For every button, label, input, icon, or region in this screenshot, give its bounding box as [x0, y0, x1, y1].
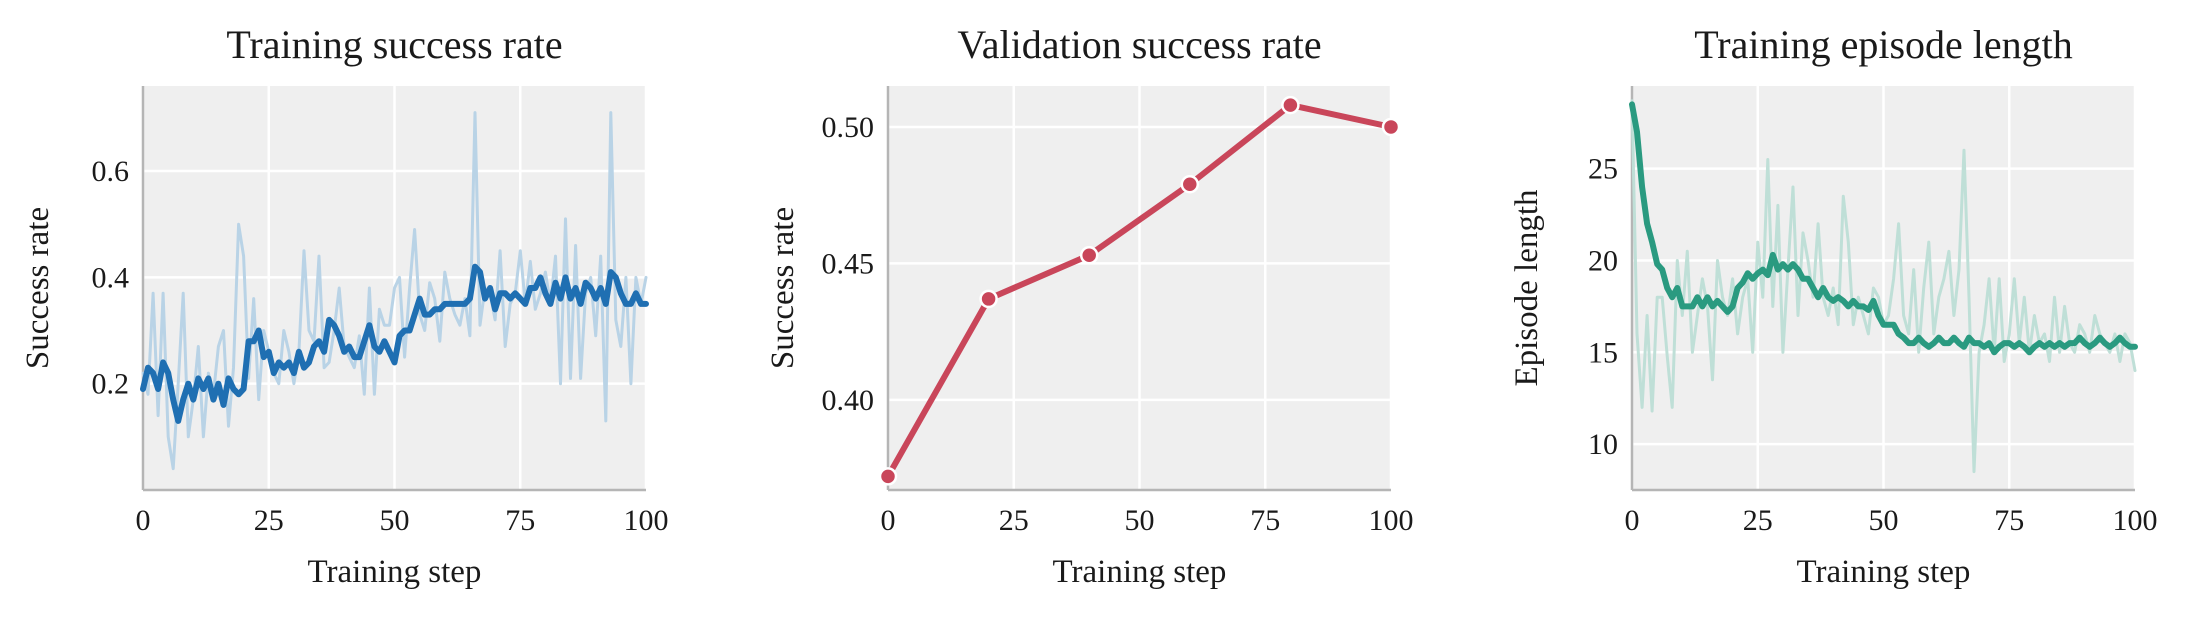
- y-tick-label: 0.6: [92, 155, 130, 188]
- x-axis-label: Training step: [1053, 554, 1227, 590]
- y-tick-label: 0.4: [92, 261, 130, 294]
- y-axis-label: Episode length: [1509, 189, 1545, 387]
- x-tick-label: 75: [1250, 504, 1280, 537]
- y-tick-label: 20: [1588, 244, 1618, 277]
- y-axis-label: Success rate: [765, 207, 801, 369]
- data-point: [979, 289, 998, 309]
- y-tick-label: 0.2: [92, 368, 130, 401]
- chart-panel-3: 0 25 50 75 100 10 15 20 25 Training episode lengt…: [1509, 22, 2158, 590]
- series-line: [885, 102, 1394, 480]
- data-point: [1281, 95, 1300, 115]
- y-tick-label: 0.50: [822, 111, 875, 144]
- y-tick-label: 25: [1588, 153, 1618, 186]
- chart-panel-1: 0 25 50 75 100 0.2 0.4 0.6 Training success rate…: [20, 22, 669, 590]
- x-tick-label: 100: [624, 504, 669, 537]
- data-point: [1180, 175, 1200, 194]
- chart-panel-2: 0 25 50 75 100 0.40 0.45 0.50 Validation success…: [765, 22, 1414, 590]
- smoothed-series-line: [140, 263, 649, 424]
- x-tick-label: 25: [254, 504, 284, 537]
- data-point: [1079, 245, 1099, 265]
- x-tick-label: 75: [505, 504, 535, 537]
- x-tick-label: 50: [1125, 504, 1155, 537]
- x-tick-label: 100: [2113, 504, 2158, 537]
- x-axis-label: Training step: [1797, 554, 1971, 590]
- chart-title: Training success rate: [226, 22, 562, 67]
- y-axis-label: Success rate: [20, 207, 56, 369]
- y-tick-label: 0.40: [822, 384, 875, 417]
- x-tick-label: 0: [881, 504, 896, 537]
- smoothed-series-line: [1629, 101, 2138, 356]
- y-tick-label: 15: [1588, 336, 1618, 369]
- x-tick-label: 75: [1994, 504, 2024, 537]
- x-axis-label: Training step: [308, 554, 482, 590]
- x-tick-label: 50: [380, 504, 410, 537]
- y-tick-label: 0.45: [822, 247, 875, 280]
- x-tick-label: 25: [1743, 504, 1773, 537]
- x-tick-label: 0: [1625, 504, 1640, 537]
- chart-title: Training episode length: [1694, 22, 2073, 67]
- data-point: [878, 467, 898, 486]
- y-tick-label: 10: [1588, 428, 1618, 461]
- data-point: [1381, 117, 1401, 137]
- x-tick-label: 50: [1869, 504, 1899, 537]
- x-tick-label: 0: [136, 504, 151, 537]
- x-tick-label: 25: [999, 504, 1029, 537]
- chart-title: Validation success rate: [957, 22, 1321, 67]
- x-tick-label: 100: [1369, 504, 1414, 537]
